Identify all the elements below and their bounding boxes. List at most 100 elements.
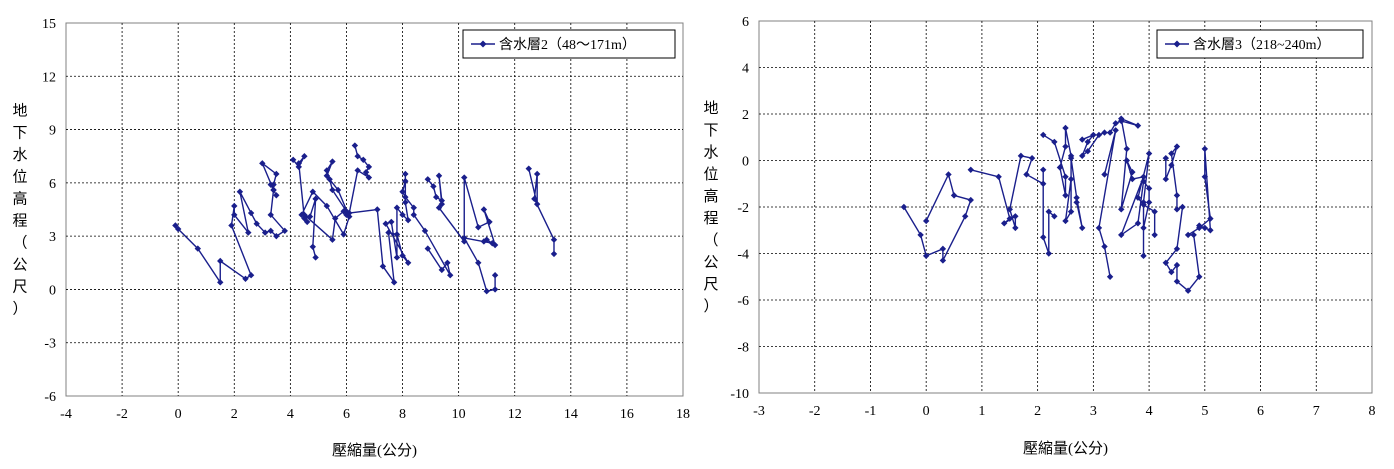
x-tick-label: 4	[1146, 404, 1153, 419]
data-point	[1112, 120, 1119, 127]
data-point	[281, 227, 288, 235]
data-point	[1067, 154, 1075, 162]
x-tick-label: 8	[399, 407, 406, 422]
data-point	[1084, 138, 1091, 146]
data-point	[402, 193, 409, 201]
data-point	[309, 188, 316, 195]
data-point	[533, 170, 541, 178]
data-point	[267, 181, 274, 188]
data-point	[1207, 215, 1214, 222]
data-point	[1079, 136, 1086, 143]
data-point	[1129, 168, 1136, 176]
data-point	[1040, 131, 1047, 139]
y-tick-label: -6	[44, 390, 56, 405]
data-point	[1006, 215, 1013, 222]
data-point	[351, 142, 359, 149]
data-point	[550, 250, 558, 258]
data-point	[228, 222, 235, 229]
x-tick-label: 8	[1369, 404, 1376, 419]
data-point	[1173, 278, 1181, 285]
data-point	[1134, 122, 1142, 129]
data-point	[1118, 231, 1125, 239]
data-point	[410, 211, 417, 219]
data-point	[435, 204, 443, 211]
data-point	[475, 224, 482, 231]
data-point	[1140, 173, 1147, 180]
data-point	[967, 196, 974, 204]
data-point	[917, 231, 924, 239]
legend-box	[462, 29, 676, 59]
x-tick-label: 12	[508, 407, 522, 422]
data-point	[365, 174, 373, 181]
data-point	[1118, 206, 1125, 213]
data-point	[309, 243, 316, 250]
data-point	[1012, 224, 1019, 232]
data-point	[329, 158, 336, 165]
data-point	[1023, 171, 1030, 178]
legend-label: 含水層3（218~240m）	[1193, 37, 1330, 53]
data-point	[1140, 178, 1147, 185]
data-point	[332, 215, 339, 222]
data-point	[1062, 217, 1069, 225]
data-point	[242, 275, 249, 282]
data-point	[323, 172, 331, 179]
legend-marker-icon	[479, 40, 487, 48]
data-point	[399, 188, 406, 195]
data-point	[1067, 175, 1075, 183]
x-tick-label: -2	[809, 404, 821, 419]
data-point	[354, 167, 361, 174]
data-point	[247, 272, 255, 279]
data-point	[1073, 199, 1080, 206]
data-point	[486, 218, 493, 226]
data-point	[393, 204, 401, 211]
x-tick-label: -1	[865, 404, 877, 419]
data-point	[329, 186, 336, 194]
data-point	[289, 156, 297, 163]
y-axis-title: 地下水位高程（公尺）	[12, 103, 27, 318]
y-tick-label: 0	[742, 155, 749, 170]
x-tick-label: 16	[620, 407, 634, 422]
legend: 含水層2（48～171m）	[462, 29, 676, 59]
data-point	[480, 238, 488, 245]
data-point	[922, 217, 930, 225]
y-axis-title: 地下水位高程（公尺）	[703, 100, 718, 315]
y-tick-label: -2	[737, 201, 749, 216]
data-point	[1168, 161, 1175, 169]
chart-1: -4 -2 0 2 4 6 8 10 12 14 16 18 -6 -3 0 3 6 9 12 15 壓縮量(公分) 地下…	[12, 17, 690, 459]
data-point	[388, 218, 395, 226]
data-point	[194, 245, 202, 252]
data-point	[385, 229, 392, 236]
y-tick-label: -8	[737, 341, 749, 356]
data-point	[303, 218, 311, 226]
x-tick-label: 1	[978, 404, 985, 419]
data-point	[1123, 145, 1130, 153]
series-1	[172, 142, 558, 295]
legend-label: 含水層2（48～171m）	[499, 37, 636, 53]
data-point	[1101, 243, 1108, 250]
data-point	[1123, 157, 1130, 164]
data-point	[424, 245, 431, 252]
data-point	[399, 211, 406, 219]
data-point	[1001, 220, 1008, 227]
data-point	[922, 252, 930, 260]
data-point	[306, 213, 314, 220]
x-tick-label: 2	[1034, 404, 1041, 419]
chart-2: -3 -2 -1 0 1 2 3 4 5 6 7 8-10-8-6-4-20246壓縮量(公分)地下水…	[703, 15, 1375, 457]
data-point	[312, 254, 319, 261]
series-line	[174, 161, 286, 285]
data-point	[245, 229, 252, 236]
data-point	[247, 209, 255, 217]
data-point	[461, 174, 468, 181]
data-point	[900, 203, 908, 211]
data-point	[1017, 152, 1025, 160]
data-point	[273, 170, 280, 178]
data-point	[1162, 175, 1170, 183]
data-point	[1062, 173, 1069, 180]
series-1	[900, 115, 1214, 294]
data-point	[461, 238, 468, 245]
data-point	[1207, 227, 1214, 234]
legend-box	[1156, 29, 1364, 59]
data-point	[404, 216, 412, 224]
data-point	[267, 227, 274, 235]
